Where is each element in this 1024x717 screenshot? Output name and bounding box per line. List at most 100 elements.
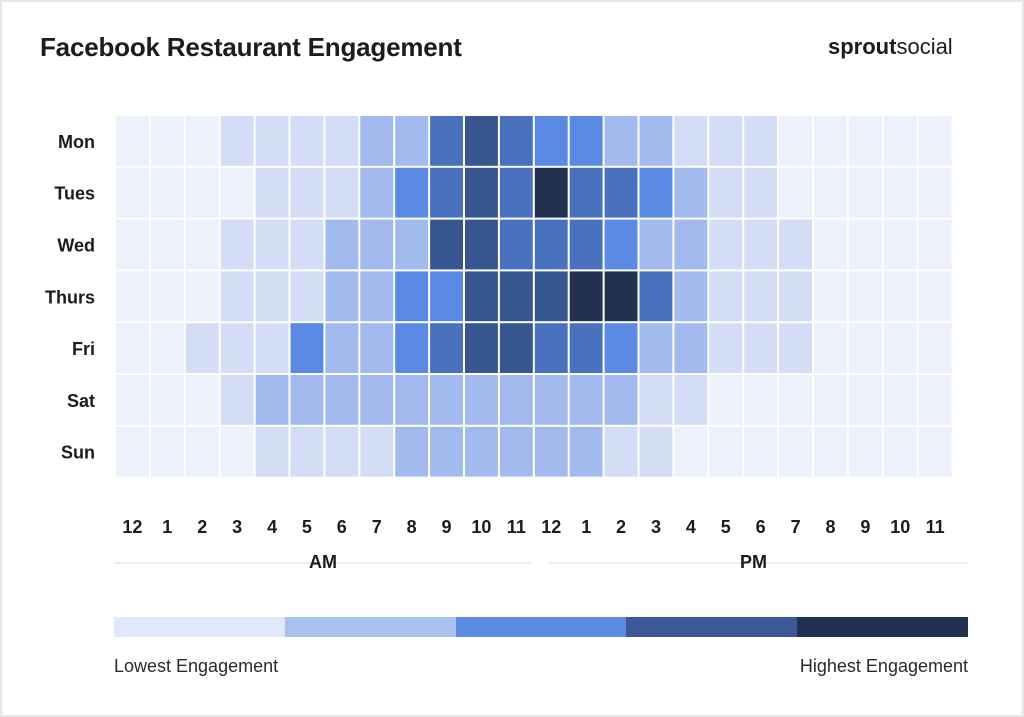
heat-cell — [499, 219, 533, 270]
am-divider — [114, 562, 532, 564]
heat-cell — [534, 426, 568, 477]
heat-cell — [360, 219, 394, 270]
heat-cell — [150, 323, 184, 373]
column-label: 2 — [197, 517, 207, 537]
heat-cell — [325, 219, 359, 270]
heat-cell — [395, 219, 429, 270]
heat-cell — [779, 426, 812, 477]
heat-cell — [290, 167, 324, 218]
heat-cell — [883, 375, 917, 425]
column-label: 8 — [825, 517, 835, 537]
row-label: Fri — [72, 339, 95, 359]
row-label: Tues — [54, 184, 95, 204]
heat-cell — [569, 116, 603, 166]
heat-cell — [290, 271, 324, 322]
heat-cell — [709, 426, 743, 477]
heat-cell — [325, 323, 359, 373]
heat-cell — [569, 426, 603, 477]
heat-cell — [779, 323, 812, 373]
heat-cell — [465, 167, 498, 218]
heat-cell — [848, 219, 882, 270]
heat-cell — [430, 219, 463, 270]
row-label: Mon — [58, 132, 95, 152]
heat-cell — [883, 323, 917, 373]
heat-cell — [150, 116, 184, 166]
heat-cell — [709, 167, 743, 218]
heat-cell — [883, 167, 917, 218]
column-label: 2 — [616, 517, 626, 537]
heat-cell — [709, 116, 743, 166]
legend-swatch — [455, 617, 627, 637]
heat-cell — [290, 375, 324, 425]
heat-cell — [814, 167, 847, 218]
heat-cell — [255, 426, 289, 477]
heat-cell — [220, 426, 254, 477]
heat-cell — [604, 426, 638, 477]
heat-cell — [569, 323, 603, 373]
heat-cell — [604, 271, 638, 322]
heat-cell — [744, 116, 778, 166]
heat-cell — [499, 323, 533, 373]
heat-cell — [814, 271, 847, 322]
heat-cell — [325, 167, 359, 218]
heat-cell — [395, 375, 429, 425]
heat-cell — [360, 116, 394, 166]
heat-cell — [918, 219, 952, 270]
heat-cell — [918, 323, 952, 373]
column-label: 6 — [756, 517, 766, 537]
heat-cell — [744, 426, 778, 477]
heat-cell — [150, 426, 184, 477]
heat-cell — [744, 271, 778, 322]
heat-cell — [918, 271, 952, 322]
column-label: 9 — [860, 517, 870, 537]
heat-cell — [883, 219, 917, 270]
heat-cell — [325, 375, 359, 425]
heat-cell — [465, 375, 498, 425]
heat-cell — [814, 219, 847, 270]
heat-cell — [744, 219, 778, 270]
heat-cell — [779, 167, 812, 218]
row-label: Wed — [57, 236, 95, 256]
heat-cell — [360, 323, 394, 373]
heat-cell — [116, 167, 149, 218]
heat-cell — [814, 426, 847, 477]
heat-cell — [639, 271, 673, 322]
heat-cell — [674, 116, 708, 166]
column-label: 10 — [890, 517, 910, 537]
heat-cell — [848, 167, 882, 218]
heat-cell — [848, 375, 882, 425]
heat-cell — [116, 323, 149, 373]
heat-cell — [779, 116, 812, 166]
heat-cell — [499, 116, 533, 166]
heat-cell — [883, 116, 917, 166]
heat-cell — [639, 116, 673, 166]
column-label: 1 — [162, 517, 172, 537]
heat-cell — [255, 271, 289, 322]
heat-cell — [848, 323, 882, 373]
row-label: Thurs — [45, 287, 95, 307]
heat-cell — [395, 426, 429, 477]
heat-cell — [744, 323, 778, 373]
column-label: 4 — [267, 517, 277, 537]
column-label: 1 — [581, 517, 591, 537]
column-label: 12 — [541, 517, 561, 537]
heat-cell — [639, 219, 673, 270]
heat-cell — [534, 323, 568, 373]
heat-cell — [116, 426, 149, 477]
legend-low-label: Lowest Engagement — [114, 656, 279, 676]
heat-cell — [150, 375, 184, 425]
heat-cell — [255, 219, 289, 270]
heat-cell — [604, 116, 638, 166]
heat-cell — [779, 271, 812, 322]
heat-cell — [220, 375, 254, 425]
heat-cell — [116, 116, 149, 166]
heat-cell — [430, 271, 463, 322]
legend-swatch — [114, 617, 285, 637]
heat-cell — [534, 375, 568, 425]
column-label: 11 — [507, 517, 526, 537]
heat-cell — [465, 116, 498, 166]
heat-cell — [185, 323, 219, 373]
heat-cell — [848, 426, 882, 477]
heat-cell — [430, 426, 463, 477]
